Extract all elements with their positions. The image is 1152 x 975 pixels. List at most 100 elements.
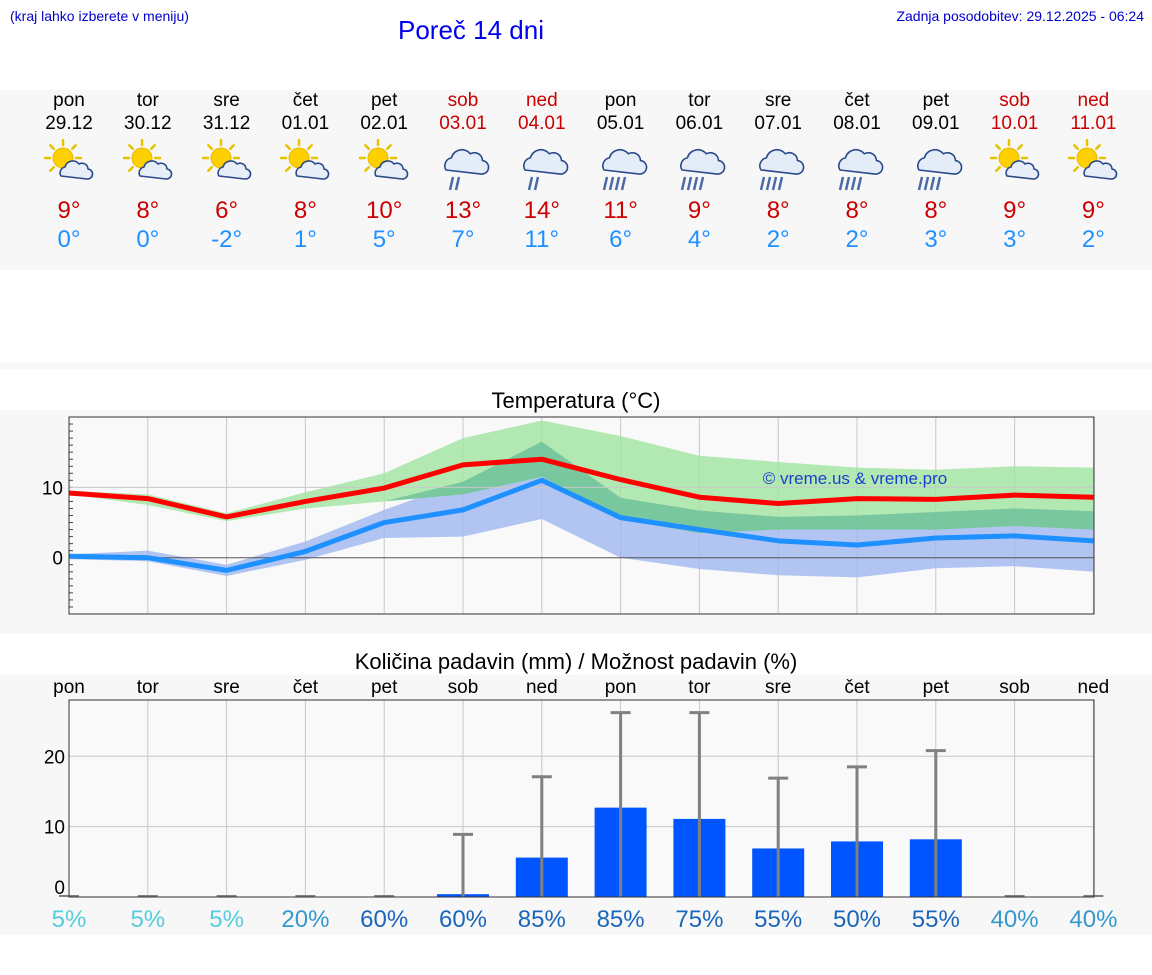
- max-temperature: 9°: [1003, 197, 1027, 224]
- max-temperature: 8°: [924, 197, 948, 224]
- x-category-label: pet: [371, 677, 398, 698]
- day-column: čet 01.01: [266, 90, 344, 135]
- min-temperature: 0°: [57, 226, 81, 253]
- precipitation-probability: 40%: [1069, 906, 1117, 933]
- precipitation-probability: 60%: [439, 906, 487, 933]
- plot-frame: [68, 416, 1095, 615]
- day-column: sob 03.01: [424, 90, 502, 135]
- heavy-rain-cloud-icon: [916, 148, 963, 191]
- sun-cloud-icon: [122, 138, 173, 180]
- sun-cloud-icon: [1068, 138, 1118, 180]
- day-name: čet: [844, 90, 870, 111]
- day-column: sre 31.12: [188, 90, 266, 135]
- day-name: ned: [525, 90, 558, 111]
- day-name: čet: [292, 90, 319, 111]
- max-temperature: 14°: [523, 197, 560, 224]
- max-temperature: 9°: [57, 197, 81, 224]
- x-category-label: sob: [999, 677, 1030, 698]
- temperature-chart-title: Temperatura (°C): [491, 388, 661, 413]
- min-temperature: 5°: [372, 226, 396, 253]
- day-column: tor 30.12: [109, 90, 187, 135]
- day-date: 07.01: [754, 113, 802, 134]
- day-name: sre: [764, 90, 792, 111]
- min-temperature: 0°: [136, 226, 160, 253]
- min-temperature: 3°: [924, 226, 948, 253]
- day-name: tor: [136, 90, 159, 111]
- heavy-rain-cloud-icon: [680, 148, 726, 191]
- day-column: pet 09.01: [897, 90, 975, 135]
- day-date: 09.01: [912, 113, 960, 134]
- day-name: tor: [688, 90, 711, 111]
- day-name: sre: [213, 90, 240, 111]
- day-column: sre 07.01: [739, 90, 817, 135]
- heavy-rain-cloud-icon: [601, 148, 647, 191]
- max-temperature: 10°: [366, 197, 403, 224]
- x-category-label: tor: [137, 677, 160, 698]
- day-name: pet: [370, 90, 398, 111]
- x-category-label: tor: [688, 677, 711, 698]
- rain-cloud-icon: [522, 148, 569, 191]
- day-name: sob: [999, 90, 1030, 111]
- watermark: © vreme.us & vreme.pro: [763, 469, 947, 488]
- sun-cloud-icon: [201, 138, 251, 180]
- day-column: pon 05.01: [582, 90, 660, 135]
- day-date: 29.12: [45, 113, 93, 134]
- precipitation-probability: 50%: [833, 906, 881, 933]
- min-temperature-line: [68, 477, 1094, 573]
- sun-cloud-icon: [280, 138, 330, 180]
- day-column: čet 08.01: [818, 90, 896, 135]
- temperature-chart: 0 10 © vreme.us & vreme.pro: [42, 416, 1095, 615]
- precipitation-probability: 5%: [209, 906, 244, 933]
- day-date: 11.01: [1070, 113, 1117, 134]
- precipitation-probability: 5%: [52, 906, 87, 933]
- day-date: 30.12: [124, 113, 172, 134]
- min-temperature: -2°: [211, 226, 243, 253]
- day-name: ned: [1077, 90, 1110, 111]
- min-temperature: 3°: [1003, 226, 1027, 253]
- day-name: pet: [922, 90, 949, 111]
- precipitation-probability: 85%: [518, 906, 566, 933]
- x-category-label: sre: [213, 677, 239, 698]
- plot-frame: [68, 699, 1095, 898]
- day-date: 06.01: [675, 113, 724, 134]
- day-column: pon 29.12: [30, 90, 108, 135]
- rain-cloud-icon: [444, 148, 490, 191]
- day-column: pet 02.01: [345, 90, 423, 135]
- precipitation-probability: 60%: [360, 906, 408, 933]
- day-date: 02.01: [360, 113, 408, 134]
- day-name: pon: [53, 90, 85, 111]
- x-category-label: sre: [765, 677, 791, 698]
- min-temperature: 1°: [293, 226, 317, 253]
- y-tick-label: 0: [52, 549, 63, 570]
- precipitation-probability: 75%: [675, 906, 723, 933]
- precipitation-probability: 85%: [597, 906, 645, 933]
- min-temperature: 6°: [609, 226, 633, 253]
- max-temperature: 6°: [215, 197, 239, 224]
- precipitation-probability: 55%: [912, 906, 960, 933]
- min-temperature: 11°: [524, 226, 560, 253]
- min-temperature: 2°: [766, 226, 790, 253]
- day-column: ned 04.01: [503, 90, 581, 135]
- max-temperature: 9°: [687, 197, 711, 224]
- day-date: 04.01: [518, 113, 566, 134]
- location-menu-hint: (kraj lahko izberete v meniju): [10, 8, 189, 24]
- day-date: 05.01: [596, 113, 645, 134]
- precipitation-probability: 20%: [281, 906, 329, 933]
- min-temperature: 4°: [687, 226, 711, 253]
- sun-cloud-icon: [43, 138, 94, 180]
- max-temperature: 8°: [766, 197, 790, 224]
- divider: [0, 363, 1152, 369]
- y-tick-label: 10: [44, 818, 65, 839]
- day-date: 10.01: [990, 113, 1039, 134]
- heavy-rain-cloud-icon: [838, 148, 884, 191]
- y-tick-label: 10: [42, 478, 63, 499]
- x-category-label: čet: [844, 677, 870, 698]
- max-temperature: 11°: [603, 197, 638, 224]
- x-category-label: pet: [923, 677, 950, 698]
- day-date: 01.01: [281, 113, 330, 134]
- heavy-rain-cloud-icon: [759, 148, 805, 191]
- min-temperature: 7°: [451, 226, 475, 253]
- max-temperature: 8°: [293, 197, 317, 224]
- page-title: Poreč 14 dni: [398, 15, 544, 45]
- min-temperature: 2°: [1081, 226, 1105, 253]
